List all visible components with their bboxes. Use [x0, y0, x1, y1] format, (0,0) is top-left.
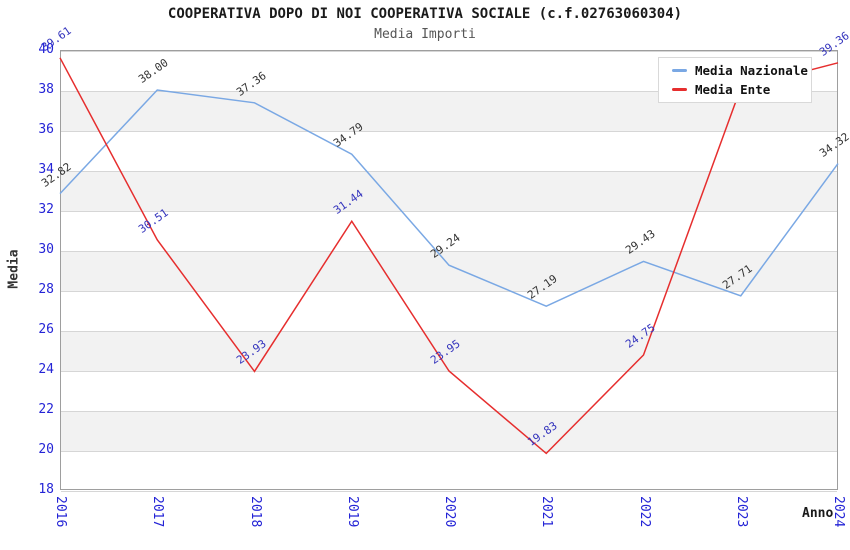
x-tick-label: 2021	[539, 496, 555, 528]
x-tick-label: 2017	[150, 496, 166, 528]
y-tick-label: 24	[38, 362, 54, 377]
x-tick-label: 2023	[733, 496, 749, 528]
x-tick-label: 2018	[247, 496, 263, 528]
chart-subtitle: Media Importi	[374, 27, 476, 42]
y-tick-label: 20	[38, 442, 54, 457]
gridline	[61, 371, 837, 372]
gridline	[61, 411, 837, 412]
x-tick-label: 2022	[636, 496, 652, 528]
gridline	[61, 51, 837, 52]
legend-line-swatch-ente-icon	[672, 88, 687, 91]
legend-item-media-nazionale: Media Nazionale	[672, 64, 811, 77]
gridline	[61, 331, 837, 332]
chart-title: COOPERATIVA DOPO DI NOI COOPERATIVA SOCI…	[167, 6, 683, 22]
legend-label-media-ente: Media Ente	[695, 82, 771, 97]
y-tick-label: 40	[38, 42, 54, 57]
y-tick-label: 38	[38, 82, 54, 97]
shaded-band	[61, 411, 837, 451]
shaded-band	[61, 331, 837, 371]
shaded-band	[61, 251, 837, 291]
y-axis-title: Media	[6, 249, 22, 289]
shaded-band	[61, 171, 837, 211]
x-tick-label: 2019	[344, 496, 360, 528]
x-tick-label: 2020	[442, 496, 457, 528]
y-tick-label: 28	[38, 282, 54, 297]
plot-area	[60, 50, 838, 492]
gridline	[61, 171, 837, 172]
legend-label-media-nazionale: Media Nazionale	[695, 63, 808, 78]
y-tick-label: 26	[38, 322, 54, 337]
gridline	[61, 451, 837, 452]
gridline	[61, 131, 837, 132]
legend: Media Nazionale Media Ente	[658, 57, 812, 103]
x-tick-label: 2016	[53, 496, 68, 528]
gridline	[61, 291, 837, 292]
legend-item-media-ente: Media Ente	[672, 83, 811, 96]
x-axis-title: Anno	[802, 506, 834, 521]
y-tick-label: 30	[38, 242, 54, 257]
gridline	[61, 491, 837, 492]
y-tick-label: 22	[38, 402, 54, 417]
legend-line-swatch-nazionale-icon	[672, 69, 687, 72]
gridline	[61, 251, 837, 252]
y-tick-label: 18	[38, 482, 54, 497]
y-tick-label: 32	[38, 202, 54, 217]
gridline	[61, 211, 837, 212]
y-tick-label: 34	[38, 162, 54, 177]
y-tick-label: 36	[38, 122, 54, 137]
